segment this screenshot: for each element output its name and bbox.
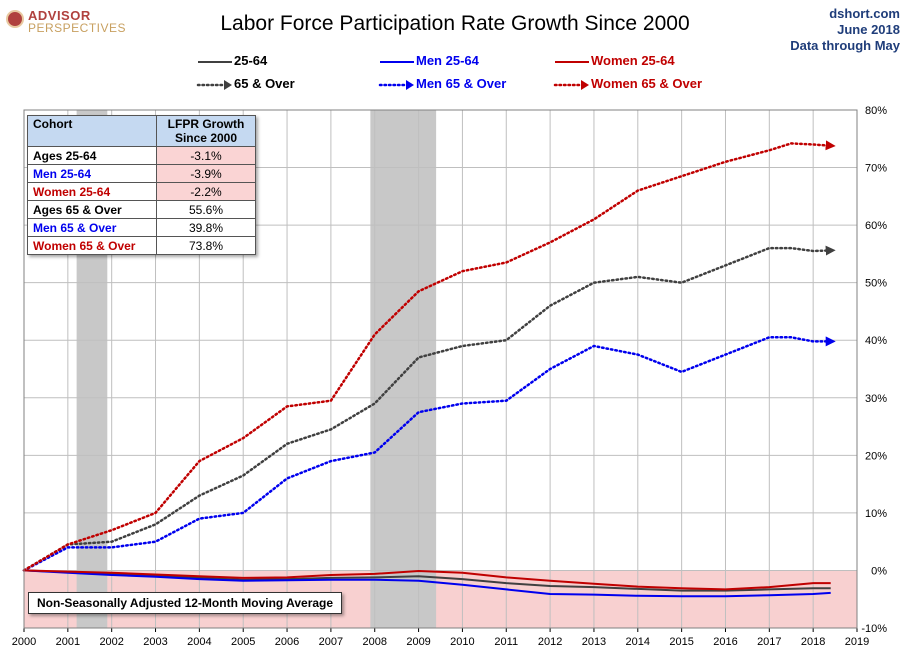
x-tick-label: 2018 [801, 636, 825, 648]
x-tick-label: 2011 [494, 636, 518, 648]
arrow-head-icon [581, 80, 589, 90]
table-cell-growth: -2.2% [156, 182, 256, 201]
y-tick-label: 60% [865, 220, 887, 232]
legend-swatch [553, 80, 589, 90]
series-line-25-64 [23, 569, 831, 592]
legend-label: Women 65 & Over [591, 76, 703, 91]
table-row: Women 25-64 -2.2% [27, 182, 256, 201]
table-header-growth: LFPR Growth Since 2000 [156, 115, 256, 147]
x-tick-label: 2005 [231, 636, 255, 648]
y-tick-label: 50% [865, 278, 887, 290]
logo-line1: ADVISOR [28, 8, 91, 23]
arrow-head-icon [224, 80, 232, 90]
note-box: Non-Seasonally Adjusted 12-Month Moving … [28, 592, 343, 614]
legend-label: Men 65 & Over [416, 76, 507, 91]
x-tick-label: 2016 [713, 636, 737, 648]
legend-swatch [380, 61, 414, 63]
table-row: Men 65 & Over 39.8% [27, 218, 256, 237]
legend-swatch [378, 80, 414, 90]
arrow-head-icon [406, 80, 414, 90]
logo-mark-icon [6, 10, 24, 28]
plot-frame [23, 109, 858, 629]
table-cell-cohort: Ages 65 & Over [27, 200, 157, 219]
legend-swatch [198, 61, 232, 63]
y-tick-label: 40% [865, 335, 887, 347]
x-tick-label: 2000 [12, 636, 36, 648]
y-tick-label: 0% [871, 565, 887, 577]
y-tick-label: 10% [865, 508, 887, 520]
legend-label: 65 & Over [234, 76, 295, 91]
legend-swatch [196, 80, 232, 90]
logo-line2: PERSPECTIVES [28, 21, 127, 35]
credits-data-through: Data through May [790, 38, 900, 53]
y-tick-label: -10% [861, 623, 887, 635]
series-line-women-25-64 [23, 569, 831, 591]
legend-swatch [555, 61, 589, 63]
series-line-men-25-64 [23, 569, 831, 598]
credits: dshort.com June 2018 Data through May [790, 6, 900, 54]
recession-band [370, 110, 437, 628]
y-tick-label: 30% [865, 393, 887, 405]
series-line-women-65-over [22, 140, 836, 572]
x-tick-label: 2013 [582, 636, 606, 648]
x-tick-label: 2008 [362, 636, 386, 648]
x-tick-label: 2004 [187, 636, 211, 648]
table-row: Ages 65 & Over 55.6% [27, 200, 256, 219]
table-header-cohort: Cohort [27, 115, 157, 147]
series-line-men-65-over [22, 336, 836, 572]
x-tick-label: 2015 [669, 636, 693, 648]
y-tick-label: 70% [865, 163, 887, 175]
table-cell-growth: -3.9% [156, 164, 256, 183]
x-tick-label: 2010 [450, 636, 474, 648]
x-tick-label: 2002 [99, 636, 123, 648]
table-row: Women 65 & Over 73.8% [27, 236, 256, 255]
table-cell-cohort: Women 65 & Over [27, 236, 157, 255]
y-tick-label: 20% [865, 450, 887, 462]
growth-table: Cohort LFPR Growth Since 2000 Ages 25-64… [27, 115, 256, 255]
x-tick-label: 2014 [626, 636, 650, 648]
x-tick-label: 2009 [406, 636, 430, 648]
x-tick-label: 2019 [845, 636, 869, 648]
x-tick-label: 2007 [319, 636, 343, 648]
table-row: Ages 25-64 -3.1% [27, 146, 256, 165]
x-tick-label: 2001 [56, 636, 80, 648]
x-tick-label: 2003 [143, 636, 167, 648]
table-row: Men 25-64 -3.9% [27, 164, 256, 183]
table-cell-growth: 55.6% [156, 200, 256, 219]
x-tick-label: 2012 [538, 636, 562, 648]
advisor-perspectives-logo: ADVISOR PERSPECTIVES [6, 8, 146, 38]
table-cell-cohort: Men 25-64 [27, 164, 157, 183]
table-cell-growth: 39.8% [156, 218, 256, 237]
credits-site: dshort.com [829, 6, 900, 21]
chart-title: Labor Force Participation Rate Growth Si… [220, 12, 690, 35]
legend-label: Women 25-64 [591, 53, 675, 68]
x-tick-label: 2017 [757, 636, 781, 648]
credits-date: June 2018 [837, 22, 900, 37]
table-cell-cohort: Ages 25-64 [27, 146, 157, 165]
y-tick-label: 80% [865, 105, 887, 117]
series-line-65-over [22, 245, 836, 572]
table-cell-cohort: Men 65 & Over [27, 218, 157, 237]
table-cell-growth: 73.8% [156, 236, 256, 255]
table-cell-growth: -3.1% [156, 146, 256, 165]
legend-label: 25-64 [234, 53, 268, 68]
table-cell-cohort: Women 25-64 [27, 182, 157, 201]
legend-label: Men 25-64 [416, 53, 479, 68]
x-tick-label: 2006 [275, 636, 299, 648]
